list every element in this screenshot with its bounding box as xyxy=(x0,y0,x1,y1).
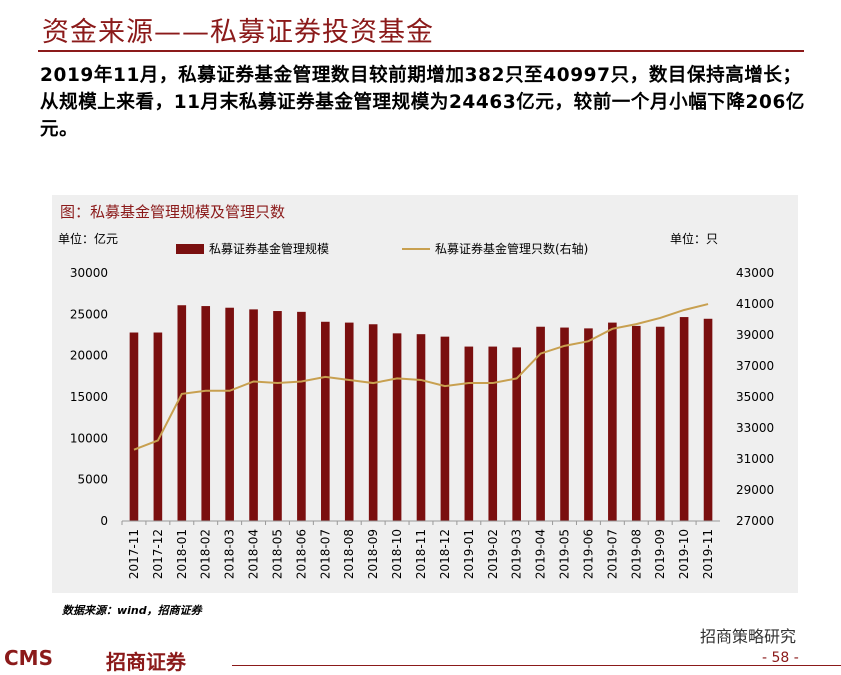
right-tick-label: 31000 xyxy=(736,452,774,466)
legend-bar-swatch xyxy=(176,244,204,254)
bar-scale xyxy=(655,326,665,521)
bar-scale xyxy=(608,322,617,521)
left-tick-label: 15000 xyxy=(70,390,108,404)
chart-panel: 图：私募基金管理规模及管理只数 单位：亿元 单位：只 私募证券基金管理规模 私募… xyxy=(52,195,798,593)
x-tick-label: 2019-06 xyxy=(581,529,595,579)
x-tick-label: 2019-10 xyxy=(677,529,691,579)
x-tick-label: 2018-12 xyxy=(438,529,452,579)
bar-scale xyxy=(392,333,402,521)
bar-scale xyxy=(129,332,139,521)
bar-scale xyxy=(344,322,354,521)
x-tick-label: 2017-11 xyxy=(127,529,141,579)
page-number: - 58 - xyxy=(762,650,799,666)
chart-svg: 单位：亿元 单位：只 私募证券基金管理规模 私募证券基金管理只数(右轴) 300… xyxy=(58,231,774,579)
bar-scale xyxy=(416,334,426,521)
line-series-count xyxy=(133,303,709,451)
bar-scale xyxy=(201,306,211,521)
left-tick-label: 0 xyxy=(100,514,108,528)
bar-scale xyxy=(440,336,450,521)
company-logo-text: 招商证券 xyxy=(106,650,186,674)
right-tick-label: 33000 xyxy=(736,421,774,435)
chart-title: 图：私募基金管理规模及管理只数 xyxy=(60,203,286,221)
data-source: 数据来源：wind，招商证券 xyxy=(62,604,202,617)
title-divider xyxy=(38,50,804,52)
summary-paragraph: 2019年11月，私募证券基金管理数目较前期增加382只至40997只，数目保持… xyxy=(40,65,806,140)
x-tick-label: 2017-12 xyxy=(151,529,165,579)
x-tick-label: 2019-08 xyxy=(629,529,643,579)
right-tick-label: 29000 xyxy=(736,483,774,497)
x-tick-label: 2018-02 xyxy=(199,529,213,579)
x-tick-label: 2018-07 xyxy=(318,529,332,579)
left-tick-label: 5000 xyxy=(77,473,108,487)
legend-line-label: 私募证券基金管理只数(右轴) xyxy=(435,241,588,256)
brand-label: 招商策略研究 xyxy=(700,627,797,646)
bar-scale xyxy=(536,326,545,521)
bar-scale xyxy=(584,328,593,521)
x-tick-label: 2018-09 xyxy=(366,529,380,579)
bar-scale xyxy=(321,321,330,521)
right-tick-label: 27000 xyxy=(736,514,774,528)
page-title: 资金来源——私募证券投资基金 xyxy=(42,17,434,48)
footer-divider xyxy=(232,665,841,666)
x-tick-label: 2019-09 xyxy=(653,529,667,579)
bar-scale xyxy=(225,307,234,521)
x-tick-label: 2018-04 xyxy=(247,529,261,579)
bar-scale xyxy=(560,327,569,521)
bar-scale xyxy=(297,311,306,521)
bar-scale xyxy=(488,346,498,521)
bar-scale xyxy=(249,309,258,521)
bar-scale xyxy=(153,332,163,521)
bar-scale xyxy=(273,311,282,521)
x-tick-label: 2018-03 xyxy=(223,529,237,579)
x-tick-label: 2019-05 xyxy=(558,529,572,579)
x-tick-label: 2018-05 xyxy=(270,529,284,579)
x-tick-label: 2018-10 xyxy=(390,529,404,579)
x-tick-label: 2018-08 xyxy=(342,529,356,579)
bar-scale xyxy=(464,346,474,521)
x-tick-label: 2019-04 xyxy=(534,529,548,579)
bar-scale xyxy=(177,305,187,521)
bar-scale xyxy=(703,318,713,521)
right-tick-label: 41000 xyxy=(736,297,774,311)
x-tick-label: 2019-01 xyxy=(462,529,476,579)
left-tick-label: 25000 xyxy=(70,307,108,321)
right-tick-label: 39000 xyxy=(736,328,774,342)
left-tick-label: 10000 xyxy=(70,431,108,445)
bar-scale xyxy=(512,347,521,521)
x-tick-label: 2018-06 xyxy=(294,529,308,579)
x-tick-label: 2019-03 xyxy=(510,529,524,579)
x-tick-label: 2018-11 xyxy=(414,529,428,579)
right-tick-label: 37000 xyxy=(736,359,774,373)
right-unit-label: 单位：只 xyxy=(670,231,718,246)
bar-scale xyxy=(679,317,689,521)
x-tick-label: 2019-11 xyxy=(701,529,715,579)
x-tick-label: 2019-02 xyxy=(486,529,500,579)
right-tick-label: 35000 xyxy=(736,390,774,404)
left-tick-label: 30000 xyxy=(70,266,108,280)
x-tick-label: 2019-07 xyxy=(605,529,619,579)
legend-bar-label: 私募证券基金管理规模 xyxy=(209,241,329,256)
bar-scale xyxy=(631,325,641,521)
right-tick-label: 43000 xyxy=(736,266,774,280)
bar-scale xyxy=(368,324,378,521)
left-tick-label: 20000 xyxy=(70,349,108,363)
legend: 私募证券基金管理规模 私募证券基金管理只数(右轴) xyxy=(176,241,588,256)
left-unit-label: 单位：亿元 xyxy=(58,231,118,246)
cms-logo: CMS xyxy=(4,646,53,670)
x-tick-label: 2018-01 xyxy=(175,529,189,579)
